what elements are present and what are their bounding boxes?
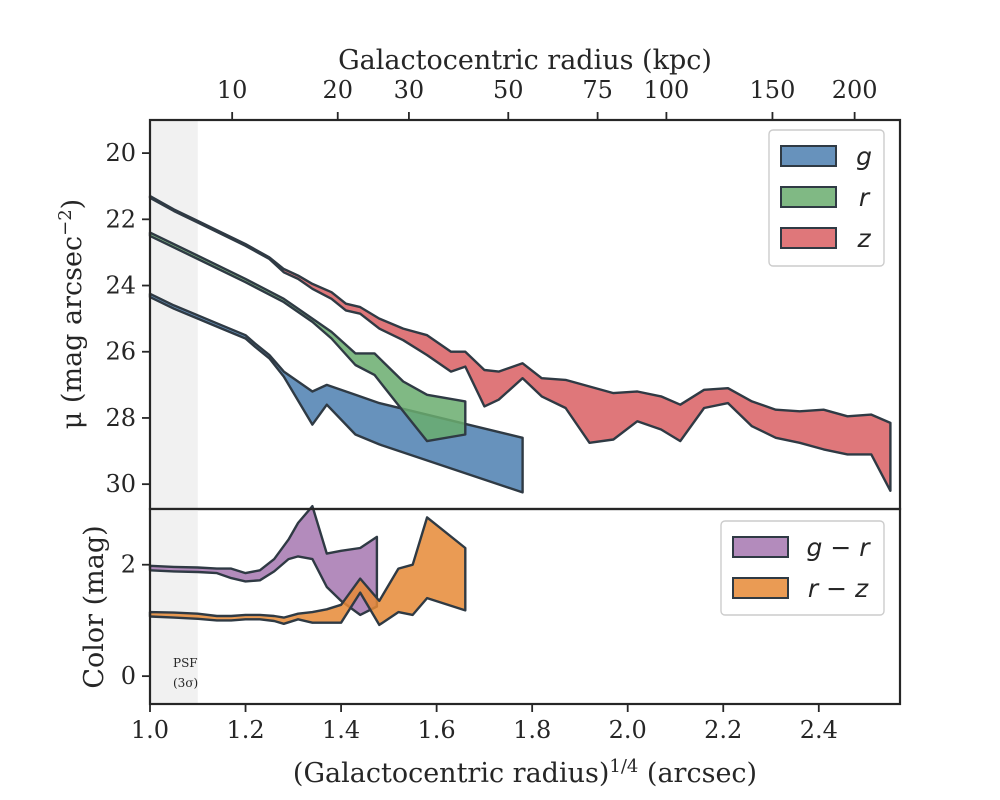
color-bands: [148, 505, 467, 627]
y-tick-label-24: 24: [105, 272, 136, 300]
top-panel-y-ticks: 20 22 24 26 28 30: [105, 139, 150, 498]
x-tick-label-2.0: 2.0: [609, 716, 647, 744]
surface-brightness-legend-swatch-r: [780, 186, 837, 208]
bottom-axis-ticks: 1.0 1.2 1.4 1.6 1.8 2.0 2.2 2.4: [131, 704, 838, 744]
bottom-panel-y-ticks: 02: [121, 551, 150, 690]
x-tick-label-1.2: 1.2: [226, 716, 264, 744]
top-tick-label-200: 200: [832, 76, 878, 104]
surface-brightness-band-r: [148, 231, 467, 443]
color-legend: g − r r − z: [720, 520, 885, 616]
surface-brightness-legend-label-g: g: [856, 142, 872, 171]
surface-brightness-bands: [148, 194, 892, 494]
psf-label-line1: PSF: [173, 656, 198, 670]
surface-brightness-panel: 20 22 24 26 28 30 10 20 30 50 75 100 150 200 Galacto…: [55, 45, 902, 511]
top-tick-label-50: 50: [493, 76, 524, 104]
surface-brightness-legend-swatch-z: [780, 227, 837, 249]
color-legend-label-g-r: g − r: [807, 533, 872, 562]
color-band-r-z: [148, 516, 467, 627]
surface-brightness-legend-swatch-g: [780, 145, 837, 167]
x-tick-label-2.4: 2.4: [800, 716, 838, 744]
psf-region-shade-bottom: [150, 509, 198, 704]
top-tick-label-10: 10: [217, 76, 248, 104]
top-axis-label: Galactocentric radius (kpc): [338, 45, 712, 76]
top-axis-ticks: 10 20 30 50 75 100 150 200: [217, 76, 878, 120]
color-y-tick-label-0: 0: [121, 662, 136, 690]
bottom-panel-frame: [148, 507, 902, 706]
color-panel: 02 1.0 1.2 1.4 1.6 1.8 2.0 2.2 2.4 Color (mag) …: [79, 505, 902, 790]
psf-label-line2: (3σ): [173, 676, 198, 690]
y-tick-label-22: 22: [105, 205, 136, 233]
top-tick-label-150: 150: [750, 76, 796, 104]
top-panel-y-axis-label: μ (mag arcsec−2): [55, 199, 89, 429]
color-legend-swatch-r-z: [732, 577, 789, 599]
y-tick-label-28: 28: [105, 404, 136, 432]
color-legend-swatch-g-r: [732, 536, 789, 558]
color-legend-label-r-z: r − z: [808, 574, 869, 603]
top-tick-label-20: 20: [322, 76, 353, 104]
y-tick-label-30: 30: [105, 470, 136, 498]
x-tick-label-1.8: 1.8: [513, 716, 551, 744]
x-tick-label-1.4: 1.4: [322, 716, 360, 744]
top-tick-label-30: 30: [394, 76, 425, 104]
surface-brightness-legend-label-r: r: [859, 183, 871, 212]
x-tick-label-2.2: 2.2: [704, 716, 742, 744]
bottom-axis-label: (Galactocentric radius)1/4 (arcsec): [293, 756, 757, 790]
surface-brightness-legend: grz: [768, 129, 885, 267]
y-tick-label-26: 26: [105, 338, 136, 366]
x-tick-label-1.6: 1.6: [418, 716, 456, 744]
x-tick-label-1.0: 1.0: [131, 716, 169, 744]
bottom-panel-y-axis-label: Color (mag): [79, 525, 110, 688]
surface-brightness-band-g: [148, 292, 524, 494]
color-y-tick-label-2: 2: [121, 551, 136, 579]
top-tick-label-100: 100: [643, 76, 689, 104]
top-tick-label-75: 75: [582, 76, 613, 104]
surface-brightness-band-z: [148, 194, 892, 492]
y-tick-label-20: 20: [105, 139, 136, 167]
surface-brightness-legend-label-z: z: [856, 224, 871, 253]
